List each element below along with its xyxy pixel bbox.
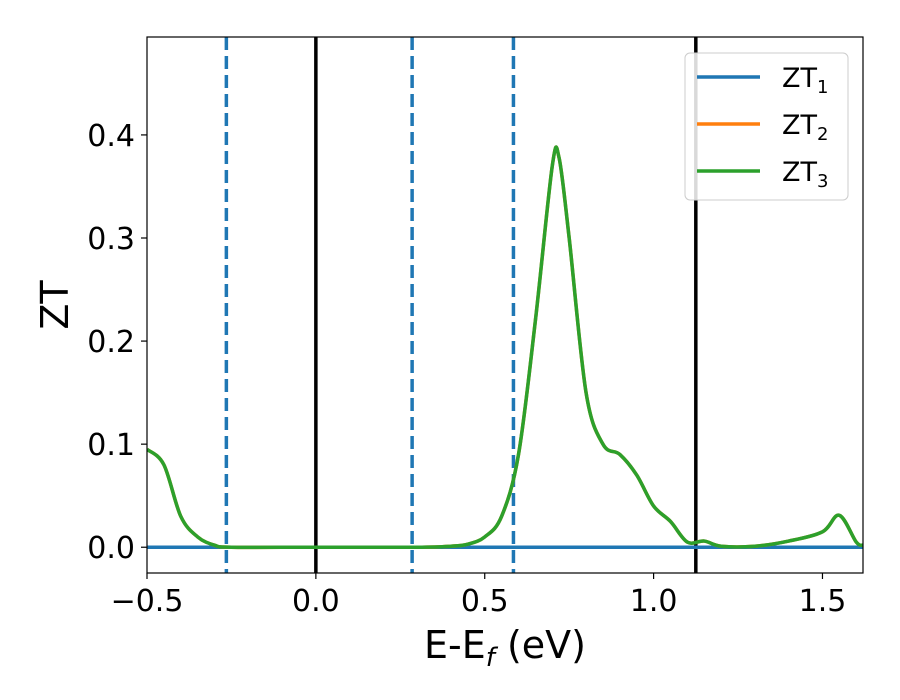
legend-label: ZT1 <box>782 63 828 98</box>
series-line-3 <box>147 145 863 550</box>
y-tick-label: 0.1 <box>87 428 135 463</box>
legend-box <box>684 52 849 201</box>
x-axis-label: E-Ef (eV) <box>424 623 586 673</box>
x-axis: −0.5 0.0 0.5 1.0 1.5 <box>111 573 847 619</box>
x-tick-label: 1.5 <box>799 584 847 619</box>
legend-entry-2: ZT2 <box>697 110 828 145</box>
legend-label: ZT2 <box>782 110 828 145</box>
legend-label: ZT3 <box>782 157 828 192</box>
legend: ZT1 ZT2 ZT3 <box>684 52 849 201</box>
y-axis: 0.0 0.1 0.2 0.3 0.4 <box>87 119 147 566</box>
y-tick-label: 0.2 <box>87 325 135 360</box>
x-tick-label: −0.5 <box>111 584 184 619</box>
y-tick-label: 0.0 <box>87 531 135 566</box>
plot-frame <box>146 36 864 574</box>
y-tick-label: 0.3 <box>87 222 135 257</box>
series-line-2 <box>147 145 863 550</box>
series-lines <box>147 145 863 550</box>
legend-entry-3: ZT3 <box>697 157 828 192</box>
x-tick-label: 1.0 <box>630 584 678 619</box>
x-tick-label: 0.0 <box>292 584 340 619</box>
reference-lines <box>224 37 698 573</box>
x-tick-label: 0.5 <box>461 584 509 619</box>
y-axis-label: ZT <box>33 280 77 330</box>
y-tick-label: 0.4 <box>87 119 135 154</box>
legend-entry-1: ZT1 <box>697 63 828 98</box>
